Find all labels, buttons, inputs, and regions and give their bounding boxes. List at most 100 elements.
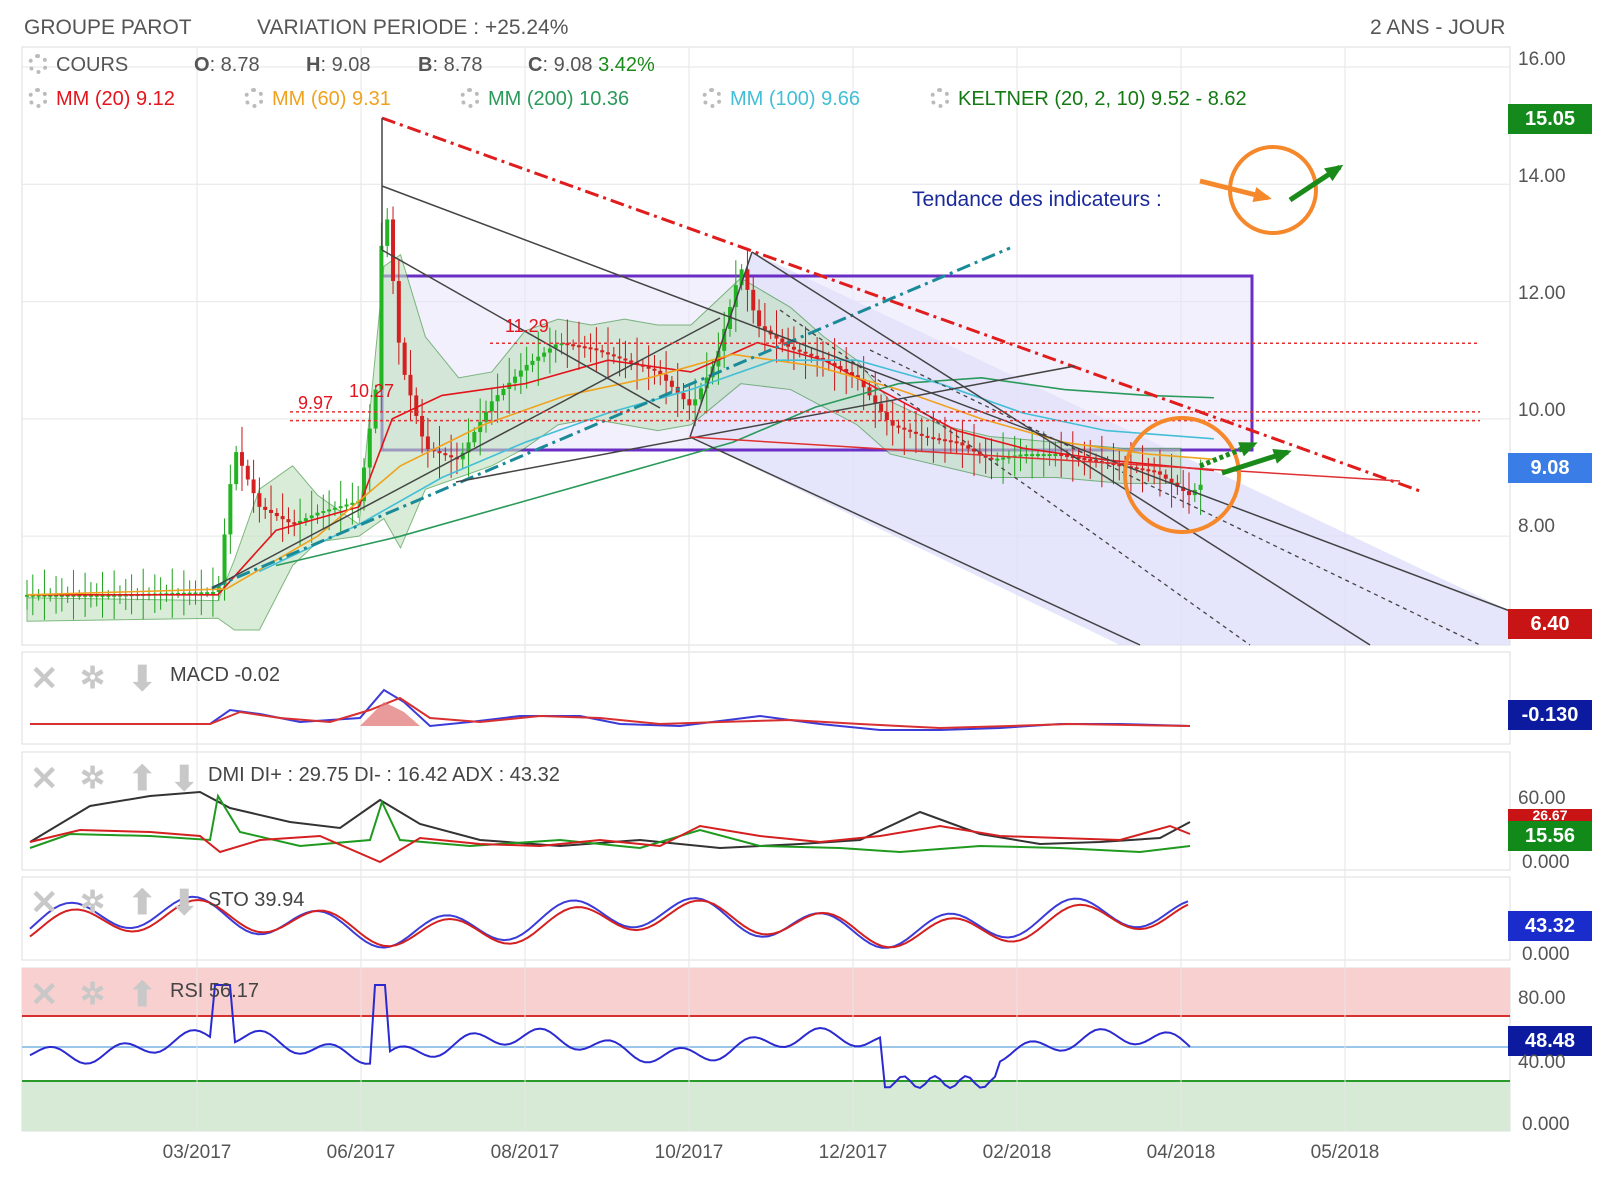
mm60-legend[interactable]: MM (60) 9.31 [244, 88, 391, 111]
candle-body [48, 594, 53, 597]
level-label-1027: 10.27 [349, 381, 395, 401]
candle-body [780, 338, 785, 343]
arrow-down-icon[interactable]: ⬇ [128, 660, 157, 698]
ohlc-high: H: 9.08 [306, 54, 371, 76]
candle-body [913, 431, 918, 434]
candle-body [611, 354, 616, 357]
candle-body [972, 448, 977, 452]
panel-frame [21, 876, 1511, 961]
candle-body [100, 594, 105, 597]
candle-body [1001, 457, 1006, 460]
rsi-tick-80: 80.00 [1518, 988, 1566, 1009]
candle-body [942, 439, 947, 442]
arrow-up-icon[interactable]: ⬆ [128, 976, 157, 1014]
candle-body [757, 310, 762, 327]
candle-body [1041, 454, 1046, 457]
candle-body [977, 451, 982, 455]
candle-body [269, 509, 274, 514]
candle-body [884, 411, 889, 421]
gear-icon[interactable] [28, 88, 48, 108]
channel-line [211, 317, 721, 589]
candle-body [1088, 459, 1093, 462]
gear-icon[interactable]: ✲ [80, 886, 106, 919]
candle-body [832, 362, 837, 366]
candle-body [524, 364, 529, 371]
candle-body [59, 594, 64, 597]
candle-body [658, 370, 663, 375]
candle-body [902, 427, 907, 430]
candle-body [437, 451, 442, 454]
dmi-tick-60: 60.00 [1518, 788, 1566, 809]
price-tag-current: 9.08 [1508, 453, 1592, 483]
x-tick: 02/2018 [982, 1142, 1052, 1163]
instrument-title: GROUPE PAROT [24, 16, 192, 39]
change-percent: 3.42% [598, 54, 655, 76]
candle-body [1053, 454, 1058, 457]
period-selector[interactable]: 2 ANS - JOUR [1370, 16, 1506, 39]
fork-median-line [751, 251, 1371, 646]
candle-body [669, 380, 674, 387]
candle-body [989, 457, 994, 460]
candle-body [385, 219, 390, 246]
gear-icon[interactable]: ✲ [80, 762, 106, 795]
candle-body [83, 594, 88, 597]
candle-body [623, 358, 628, 361]
arrow-down-icon[interactable]: ⬇ [170, 884, 199, 922]
gear-icon[interactable]: ✲ [80, 662, 106, 695]
dmi-tag: 15.56 [1508, 821, 1592, 851]
sto-tick-0: 0.000 [1522, 944, 1570, 965]
candle-body [518, 370, 523, 377]
candle-body [332, 507, 337, 510]
dmi-di-minus-line [29, 824, 1191, 864]
candle-body [1152, 470, 1157, 473]
candle-body [396, 281, 401, 343]
candle-body [791, 346, 796, 350]
rsi-line [29, 984, 1191, 1090]
candle-body [664, 374, 669, 381]
candle-body [861, 378, 866, 388]
keltner-legend[interactable]: KELTNER (20, 2, 10) 9.52 - 8.62 [930, 88, 1247, 111]
gear-icon[interactable] [930, 88, 950, 108]
sto-tag: 43.32 [1508, 911, 1592, 941]
ma-line-20 [27, 341, 1214, 596]
candle-body [460, 452, 465, 460]
ohlc-open: O: 8.78 [194, 54, 260, 76]
close-panel-icon[interactable]: ✕ [30, 760, 59, 798]
y-tick-16: 16.00 [1518, 49, 1566, 70]
candle-body [472, 432, 477, 443]
candle-body [1076, 456, 1081, 459]
candle-body [873, 395, 878, 404]
mm20-legend[interactable]: MM (20) 9.12 [28, 88, 175, 111]
mm100-legend[interactable]: MM (100) 9.66 [702, 88, 860, 111]
gear-icon[interactable] [244, 88, 264, 108]
close-panel-icon[interactable]: ✕ [30, 660, 59, 698]
close-panel-icon[interactable]: ✕ [30, 884, 59, 922]
candle-body [542, 352, 547, 357]
arrow-down-icon[interactable]: ⬇ [170, 760, 199, 798]
dmi-di-plus-line [29, 793, 1191, 854]
gear-icon[interactable]: ✲ [80, 978, 106, 1011]
candle-body [1169, 478, 1174, 483]
candle-body [646, 366, 651, 369]
gear-icon[interactable] [702, 88, 722, 108]
candle-body [199, 592, 204, 595]
candle-body [414, 395, 419, 416]
cours-legend[interactable]: COURS [28, 54, 128, 77]
candle-body [693, 399, 698, 406]
arrow-up-icon[interactable]: ⬆ [128, 884, 157, 922]
gear-icon[interactable] [460, 88, 480, 108]
y-tick-8: 8.00 [1518, 516, 1555, 537]
candle-body [1181, 486, 1186, 492]
candle-body [571, 344, 576, 347]
candle-body [838, 365, 843, 370]
candle-body [94, 594, 99, 597]
candle-body [1059, 454, 1064, 457]
mm200-legend[interactable]: MM (200) 10.36 [460, 88, 629, 111]
candle-body [704, 377, 709, 389]
green-arrow-icon-head [1324, 164, 1344, 182]
arrow-up-icon[interactable]: ⬆ [128, 760, 157, 798]
trendline-resistance [381, 116, 1421, 493]
gear-icon[interactable] [28, 54, 48, 74]
candle-body [1024, 454, 1029, 457]
close-panel-icon[interactable]: ✕ [30, 976, 59, 1014]
